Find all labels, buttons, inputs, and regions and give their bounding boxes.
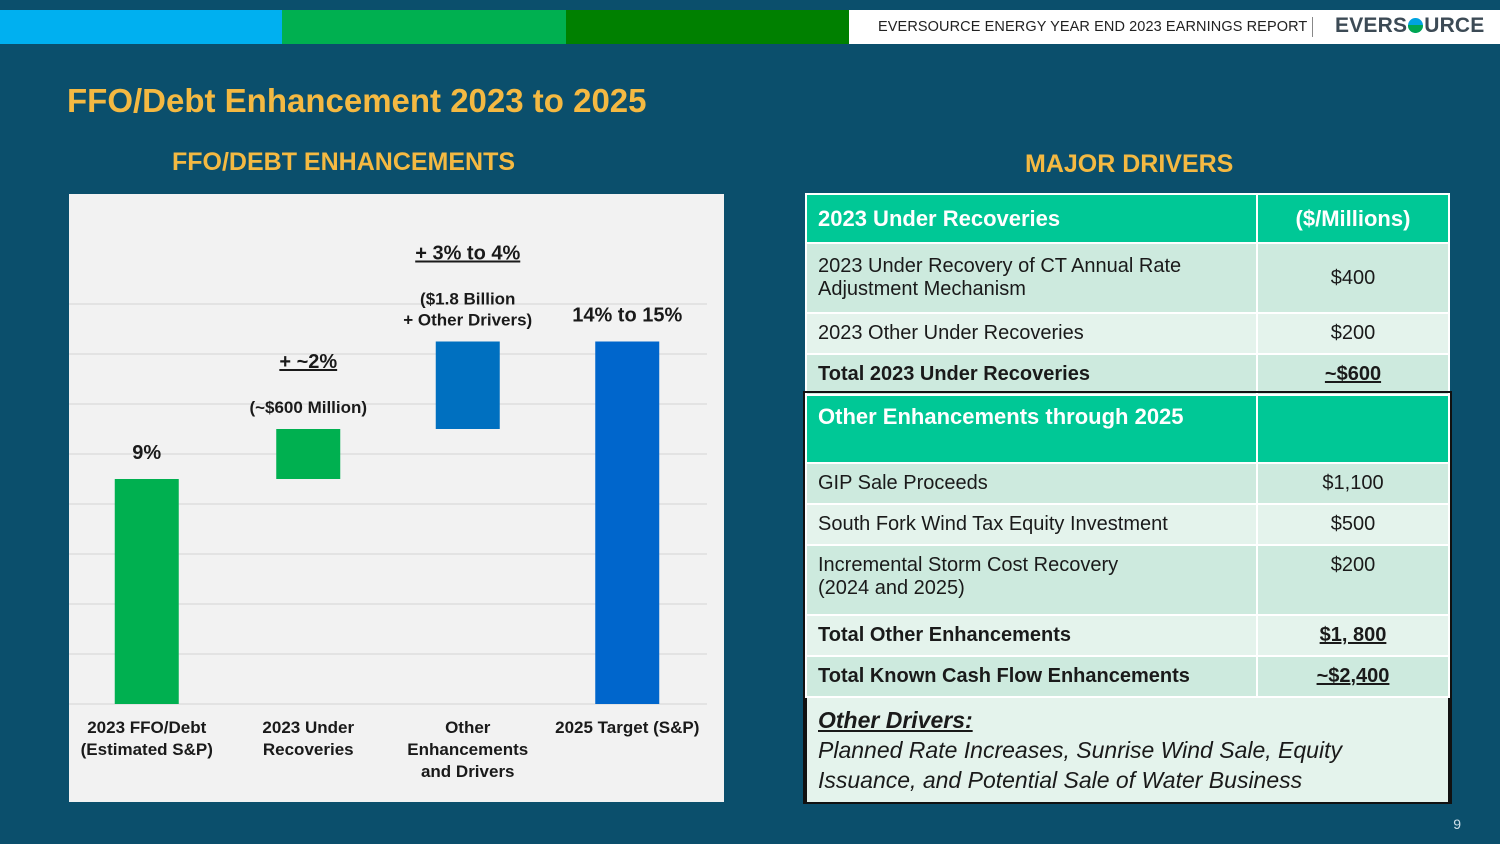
section1-header: 2023 Under Recoveries [805, 193, 1258, 244]
data-value-label: + 3% to 4% [415, 243, 520, 265]
bar [114, 479, 179, 704]
drivers-section-title: MAJOR DRIVERS [1025, 150, 1234, 178]
report-header: EVERSOURCE ENERGY YEAR END 2023 EARNINGS… [849, 10, 1500, 44]
major-drivers-table: 2023 Under Recoveries ($/Millions) 2023 … [805, 193, 1450, 804]
data-value-label: + ~2% [279, 351, 337, 373]
report-title: EVERSOURCE ENERGY YEAR END 2023 EARNINGS… [878, 19, 1308, 35]
logo-ring-icon [1408, 18, 1424, 33]
bar [276, 429, 341, 479]
notes-row: Other Drivers: Planned Rate Increases, S… [805, 696, 1450, 804]
notes-cell: Other Drivers: Planned Rate Increases, S… [805, 696, 1450, 804]
data-sub-label: ($1.8 Billion + Other Drivers) [403, 290, 532, 330]
banner-segment-green [282, 10, 566, 44]
banner-segment-dark-green [566, 10, 849, 44]
notes-heading: Other Drivers: [818, 707, 973, 733]
table-row: South Fork Wind Tax Equity Investment $5… [805, 503, 1450, 546]
chart-section-title: FFO/DEBT ENHANCEMENTS [172, 148, 516, 176]
page-title: FFO/Debt Enhancement 2023 to 2025 [67, 82, 647, 119]
row-value: $200 [1256, 312, 1450, 355]
total-value: ~$600 [1256, 353, 1450, 396]
table-row: 2023 Other Under Recoveries $200 [805, 312, 1450, 355]
category-label: 2023 FFO/Debt (Estimated S&P) [81, 718, 213, 759]
data-value-label: 14% to 15% [572, 305, 682, 327]
unit-header: ($/Millions) [1256, 193, 1450, 244]
section2-header-blank [1256, 394, 1450, 464]
table-header-row: 2023 Under Recoveries ($/Millions) [805, 193, 1450, 244]
table-total-row: Total 2023 Under Recoveries ~$600 [805, 353, 1450, 396]
eversource-logo: EVERS URCE [1335, 14, 1485, 37]
top-banner: EVERSOURCE ENERGY YEAR END 2023 EARNINGS… [0, 10, 1500, 44]
row-value: $1,100 [1256, 462, 1450, 505]
data-value-label: 9% [132, 442, 161, 464]
table-total-row: Total Other Enhancements $1, 800 [805, 614, 1450, 657]
data-sub-label: (~$600 Million) [249, 398, 367, 417]
bar [435, 341, 500, 429]
header-divider [1312, 17, 1313, 37]
row-label: South Fork Wind Tax Equity Investment [805, 503, 1258, 546]
table-row: Incremental Storm Cost Recovery (2024 an… [805, 544, 1450, 616]
waterfall-chart-panel: 2023 FFO/Debt (Estimated S&P) 9% 2023 Under… [69, 194, 724, 802]
category-label: Other Enhancements and Drivers [407, 718, 528, 781]
row-label: 2023 Under Recovery of CT Annual Rate Ad… [805, 242, 1258, 314]
table-row: 2023 Under Recovery of CT Annual Rate Ad… [805, 242, 1450, 314]
bar [595, 341, 660, 704]
row-value: $400 [1256, 242, 1450, 314]
total-value: $1, 800 [1256, 614, 1450, 657]
row-label: Incremental Storm Cost Recovery (2024 an… [805, 544, 1258, 616]
waterfall-chart: 2023 FFO/Debt (Estimated S&P) 9% 2023 Under… [69, 243, 707, 781]
category-label: 2023 Under Recoveries [262, 718, 354, 759]
row-value: $500 [1256, 503, 1450, 546]
table-row: GIP Sale Proceeds $1,100 [805, 462, 1450, 505]
page-number: 9 [1453, 816, 1461, 832]
section2-header: Other Enhancements through 2025 [805, 394, 1258, 464]
total-label: Total 2023 Under Recoveries [805, 353, 1258, 396]
row-value: $200 [1256, 544, 1450, 616]
banner-segment-blue [0, 10, 282, 44]
section2-header-row: Other Enhancements through 2025 [805, 394, 1450, 464]
category-label: 2025 Target (S&P) [555, 718, 699, 737]
notes-text: Planned Rate Increases, Sunrise Wind Sal… [818, 737, 1342, 793]
grand-total-row: Total Known Cash Flow Enhancements ~$2,4… [805, 655, 1450, 698]
row-label: GIP Sale Proceeds [805, 462, 1258, 505]
row-label: 2023 Other Under Recoveries [805, 312, 1258, 355]
total-label: Total Other Enhancements [805, 614, 1258, 657]
grand-total-label: Total Known Cash Flow Enhancements [805, 655, 1258, 698]
grand-total-value: ~$2,400 [1256, 655, 1450, 698]
